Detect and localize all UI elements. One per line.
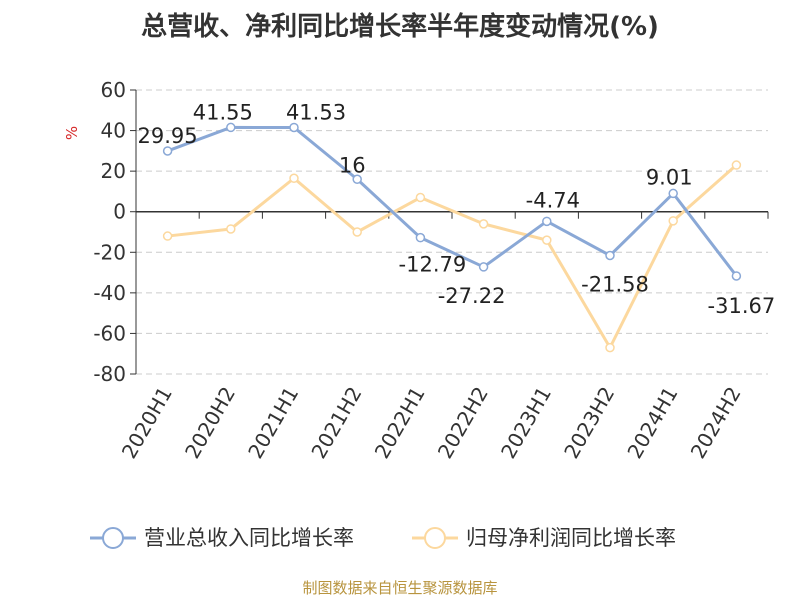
data-point (731, 160, 742, 170)
data-label: 41.53 (286, 100, 346, 124)
chart-title: 总营收、净利同比增长率半年度变动情况(%) (141, 12, 659, 42)
data-point (162, 231, 173, 241)
y-axis-unit: % (63, 126, 81, 140)
data-point (226, 224, 236, 234)
data-label: 41.55 (193, 100, 253, 124)
y-tick-label: -80 (93, 362, 126, 386)
x-tick-label: 2022H1 (370, 383, 430, 463)
x-tick-label: 2024H1 (622, 383, 682, 463)
data-label: -21.58 (581, 272, 649, 296)
x-tick-label: 2021H2 (306, 383, 366, 463)
series-line-2 (167, 163, 738, 350)
series (162, 122, 742, 353)
x-tick-label: 2024H2 (686, 383, 746, 463)
data-point (605, 342, 615, 353)
data-point (289, 122, 299, 133)
data-point (478, 262, 489, 272)
data-point (226, 122, 236, 133)
y-tick-label: -20 (93, 240, 126, 264)
series-line-1 (167, 125, 738, 277)
y-tick-label: 20 (101, 159, 126, 183)
data-label: -27.22 (438, 284, 506, 308)
x-tick-label: 2021H1 (243, 383, 303, 463)
y-tick-label: 0 (113, 200, 126, 224)
data-label: -12.79 (399, 253, 467, 277)
data-label: -4.74 (526, 188, 580, 212)
data-point (542, 235, 552, 245)
data-point (415, 192, 426, 203)
data-point (478, 219, 489, 229)
data-point (162, 146, 173, 156)
data-point (668, 188, 678, 199)
legend-label-1: 营业总收入同比增长率 (144, 526, 354, 550)
data-point (605, 250, 615, 261)
data-label: 9.01 (646, 165, 693, 189)
source-note: 制图数据来自恒生聚源数据库 (302, 579, 498, 597)
data-label: 29.95 (138, 124, 198, 148)
y-tick-label: 40 (101, 119, 126, 143)
data-point (352, 174, 362, 185)
data-label: 16 (339, 153, 366, 177)
x-tick-label: 2020H2 (180, 383, 240, 463)
x-tick-label: 2022H2 (433, 383, 493, 463)
data-point (415, 232, 426, 243)
data-point (289, 173, 299, 183)
x-tick-label: 2023H2 (559, 383, 619, 463)
data-point (668, 216, 678, 226)
data-label: -31.67 (708, 294, 776, 318)
x-tick-label: 2023H1 (496, 383, 556, 463)
y-tick-label: 60 (101, 78, 126, 102)
legend-marker-1 (102, 527, 124, 549)
legend-marker-2 (424, 527, 446, 549)
data-point (352, 227, 362, 237)
y-tick-label: -60 (93, 321, 126, 345)
legend-label-2: 归母净利润同比增长率 (466, 526, 676, 550)
x-tick-label: 2020H1 (117, 383, 177, 463)
data-point (731, 271, 742, 281)
legend: 营业总收入同比增长率 归母净利润同比增长率 (90, 526, 676, 550)
y-tick-label: -40 (93, 281, 126, 305)
data-point (542, 216, 552, 227)
